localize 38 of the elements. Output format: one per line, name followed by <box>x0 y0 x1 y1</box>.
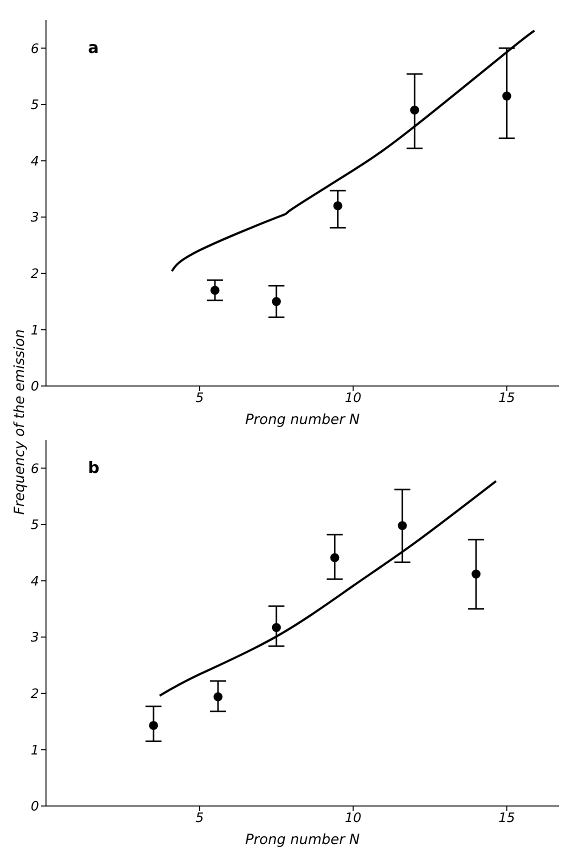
y-tick-label: 2 <box>30 687 39 702</box>
x-tick-label: 10 <box>344 811 362 826</box>
point <box>472 570 481 579</box>
y-tick-label: 4 <box>30 574 39 590</box>
y-tick-label: 6 <box>30 462 39 477</box>
point <box>398 521 407 530</box>
point <box>333 201 342 210</box>
y-tick-label: 1 <box>30 323 39 338</box>
y-tick-label: 5 <box>30 518 39 534</box>
x-axis-title: Prong number N <box>245 412 360 428</box>
line-series <box>158 480 498 697</box>
point <box>502 92 512 101</box>
y-tick-label: 1 <box>30 743 39 758</box>
point <box>330 553 340 562</box>
text: b <box>88 458 100 477</box>
point <box>214 692 223 702</box>
y-tick-label: 4 <box>30 154 39 170</box>
x-tick-label: 15 <box>498 391 516 406</box>
y-axis-title: Frequency of the emission <box>12 329 28 515</box>
y-tick-label: 0 <box>30 800 39 815</box>
point <box>272 623 281 632</box>
y-tick-label: 5 <box>30 98 39 114</box>
x-axis-title: Prong number N <box>245 832 360 848</box>
y-tick-label: 3 <box>30 630 39 646</box>
point <box>149 720 158 730</box>
point <box>210 286 220 295</box>
point <box>410 106 420 115</box>
y-tick-label: 0 <box>30 380 39 395</box>
x-tick-label: 10 <box>344 391 362 406</box>
line-series <box>170 30 536 272</box>
y-tick-label: 3 <box>30 210 39 226</box>
x-tick-label: 5 <box>195 811 204 826</box>
x-tick-label: 5 <box>195 391 204 406</box>
point <box>272 297 281 306</box>
x-tick-label: 15 <box>498 811 516 826</box>
y-tick-label: 2 <box>30 267 39 282</box>
text: a <box>88 38 99 57</box>
y-tick-label: 6 <box>30 42 39 57</box>
